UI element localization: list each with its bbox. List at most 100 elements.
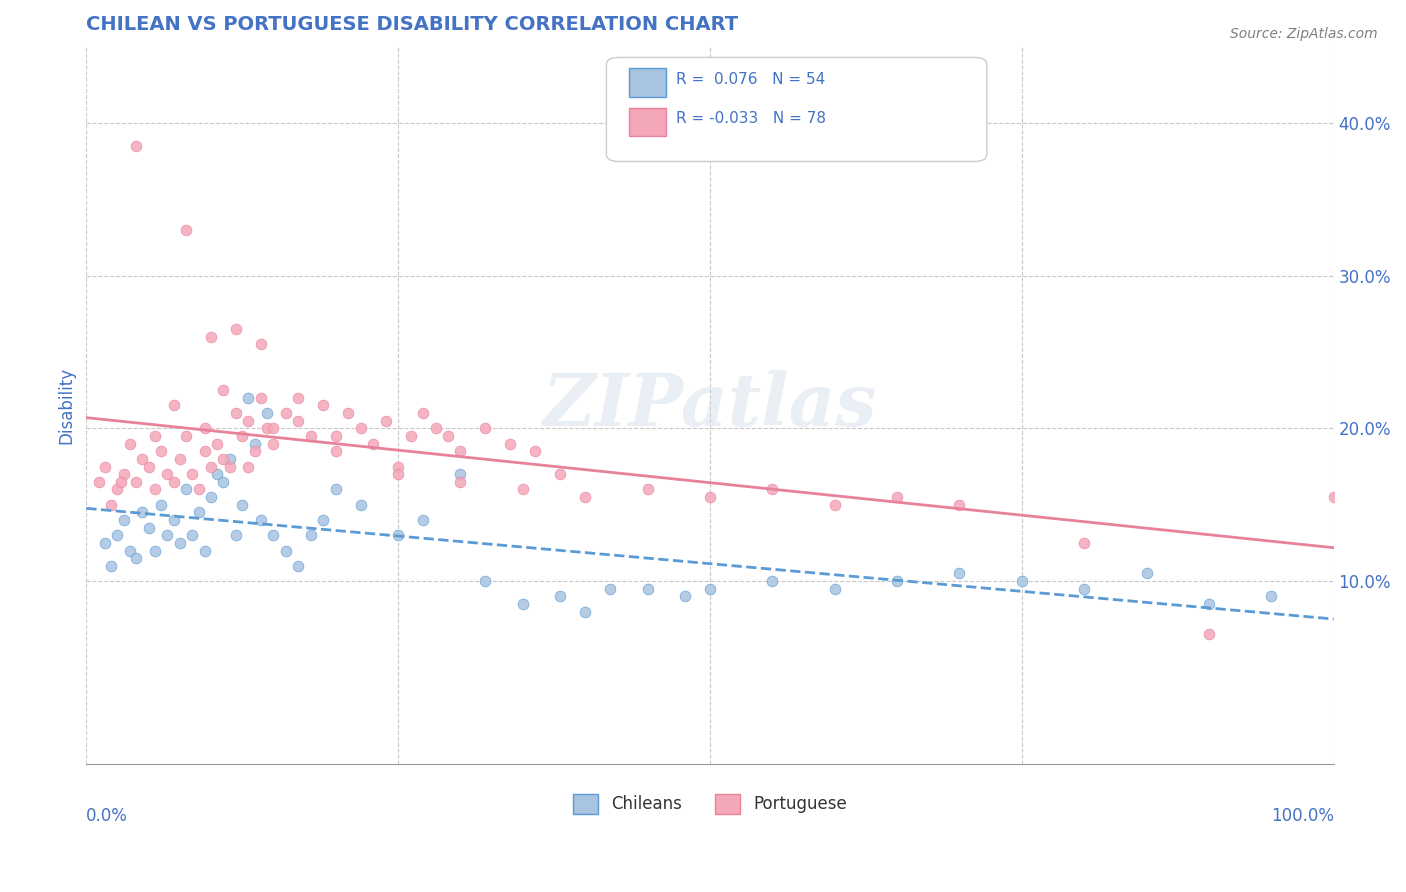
Text: ZIPatlas: ZIPatlas: [543, 370, 877, 441]
Bar: [628, 68, 666, 97]
Point: [212, 383, 235, 397]
Point: [699, 582, 721, 596]
Point: [225, 322, 247, 336]
Point: [100, 498, 122, 512]
Point: [225, 528, 247, 542]
Point: [574, 605, 596, 619]
Point: [761, 483, 783, 497]
Point: [312, 513, 335, 527]
Point: [194, 543, 217, 558]
Point: [162, 399, 184, 413]
Point: [194, 444, 217, 458]
Point: [350, 421, 373, 435]
Text: Source: ZipAtlas.com: Source: ZipAtlas.com: [1230, 27, 1378, 41]
Point: [1073, 582, 1095, 596]
Point: [1135, 566, 1157, 581]
Point: [250, 513, 273, 527]
FancyBboxPatch shape: [606, 57, 987, 161]
Point: [107, 483, 129, 497]
Point: [256, 421, 278, 435]
Point: [125, 475, 148, 489]
Point: [169, 536, 191, 550]
Point: [699, 490, 721, 504]
Point: [112, 467, 135, 482]
Point: [287, 391, 309, 405]
Point: [131, 451, 153, 466]
Point: [243, 436, 266, 450]
Point: [412, 406, 434, 420]
Point: [250, 337, 273, 351]
Point: [100, 558, 122, 573]
Point: [437, 429, 460, 443]
Point: [886, 490, 908, 504]
Point: [181, 528, 204, 542]
Point: [94, 459, 117, 474]
Point: [207, 436, 229, 450]
Point: [243, 444, 266, 458]
Point: [200, 330, 222, 344]
Point: [87, 475, 110, 489]
Point: [450, 444, 472, 458]
Point: [474, 574, 496, 588]
Point: [325, 444, 347, 458]
Point: [162, 475, 184, 489]
Point: [425, 421, 447, 435]
Point: [274, 543, 297, 558]
Point: [174, 223, 197, 237]
Point: [218, 451, 240, 466]
Point: [250, 391, 273, 405]
Point: [225, 406, 247, 420]
Point: [200, 490, 222, 504]
Point: [399, 429, 422, 443]
Point: [262, 436, 284, 450]
Point: [824, 582, 846, 596]
Point: [112, 513, 135, 527]
Point: [412, 513, 434, 527]
Text: R =  0.076   N = 54: R = 0.076 N = 54: [676, 71, 825, 87]
Point: [512, 597, 534, 611]
Point: [948, 498, 970, 512]
Point: [194, 421, 217, 435]
Point: [637, 483, 659, 497]
Text: 0.0%: 0.0%: [86, 807, 128, 825]
Point: [761, 574, 783, 588]
Point: [350, 498, 373, 512]
Point: [125, 551, 148, 566]
Point: [200, 459, 222, 474]
Point: [325, 429, 347, 443]
Point: [231, 498, 253, 512]
Point: [287, 558, 309, 573]
Point: [361, 436, 384, 450]
Point: [287, 414, 309, 428]
Point: [138, 520, 160, 534]
Point: [524, 444, 547, 458]
Point: [374, 414, 396, 428]
Point: [150, 444, 173, 458]
Point: [474, 421, 496, 435]
Point: [548, 590, 571, 604]
Bar: [628, 108, 666, 136]
Point: [387, 467, 409, 482]
Point: [143, 429, 166, 443]
Point: [299, 429, 322, 443]
Point: [107, 528, 129, 542]
Point: [187, 483, 209, 497]
Point: [94, 536, 117, 550]
Point: [450, 475, 472, 489]
Point: [512, 483, 534, 497]
Point: [1011, 574, 1033, 588]
Point: [337, 406, 360, 420]
Point: [1323, 490, 1346, 504]
Legend: Chileans, Portuguese: Chileans, Portuguese: [567, 787, 853, 821]
Point: [162, 513, 184, 527]
Point: [231, 429, 253, 443]
Point: [325, 483, 347, 497]
Point: [131, 505, 153, 519]
Point: [174, 429, 197, 443]
Point: [138, 459, 160, 474]
Point: [673, 590, 696, 604]
Point: [499, 436, 522, 450]
Point: [181, 467, 204, 482]
Point: [187, 505, 209, 519]
Point: [450, 467, 472, 482]
